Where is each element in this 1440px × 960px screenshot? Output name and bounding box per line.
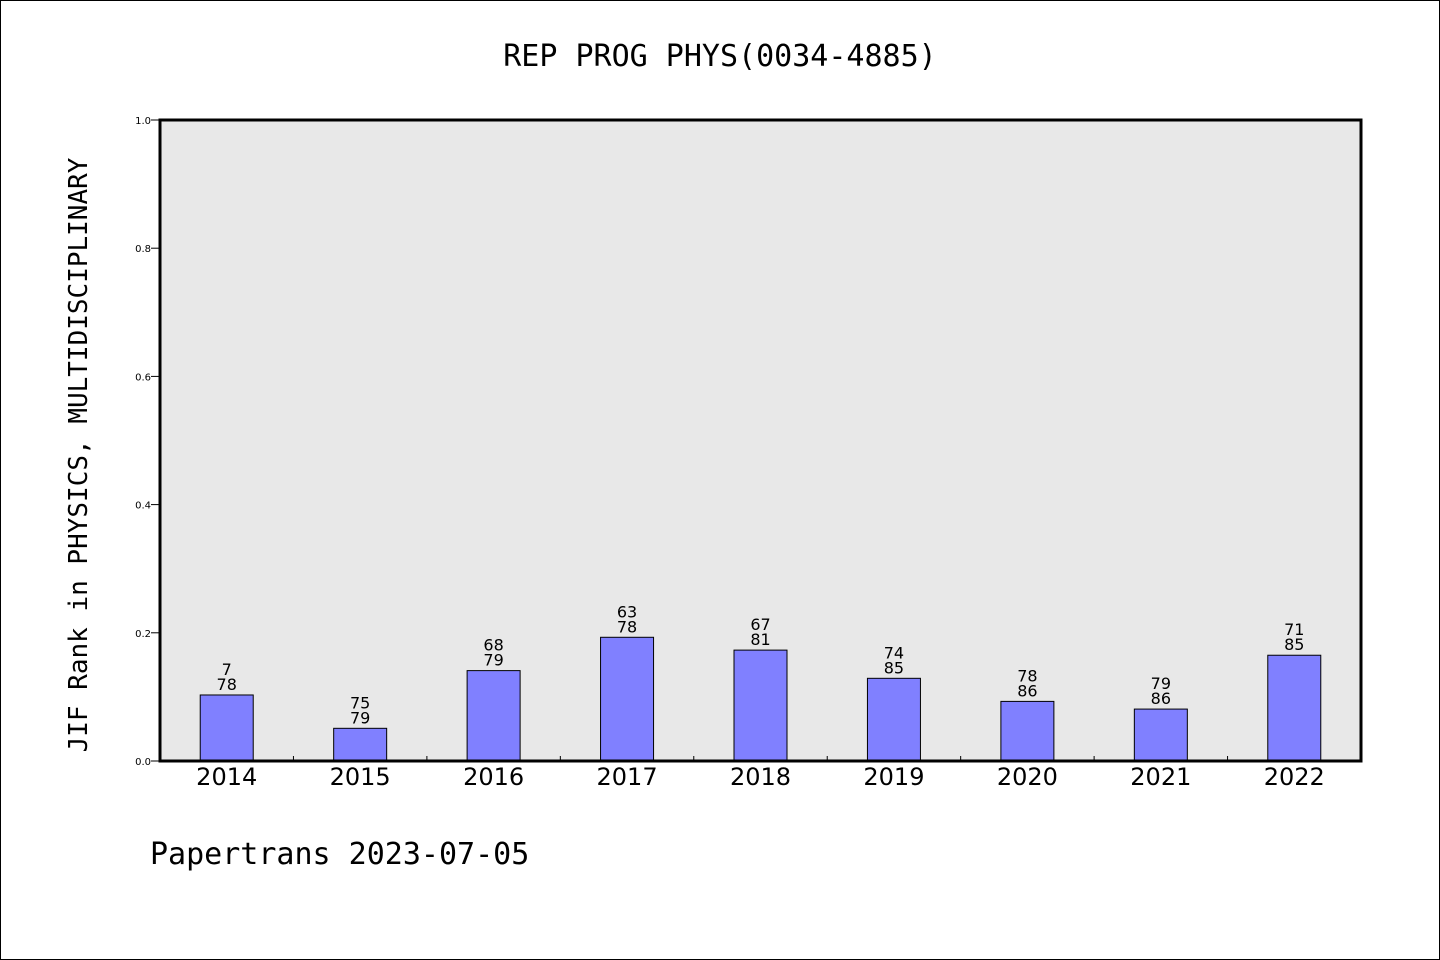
y-tick-label: 0.2 [135,629,151,640]
y-tick-label: 0.4 [135,501,151,512]
y-tick-label: 1.0 [135,116,151,127]
x-tick-label: 2021 [1130,763,1191,791]
data-label-total: 78 [217,675,237,694]
data-label-rank: 74 [884,643,904,662]
data-label-rank: 71 [1284,620,1304,639]
bar-2014 [199,694,254,762]
data-label-total: 81 [750,630,770,649]
data-label-rank: 78 [1017,666,1037,685]
x-tick-label: 2015 [330,763,391,791]
data-label-total: 78 [617,617,637,636]
bar-2021 [1133,708,1188,762]
data-label-total: 85 [884,658,904,677]
x-tick-label: 2020 [997,763,1058,791]
data-label-total: 86 [1151,689,1171,708]
x-tick-label: 2018 [730,763,791,791]
data-label-total: 79 [483,651,503,670]
y-axis: 0.0 0.2 0.4 0.6 0.8 1.0 [135,116,160,768]
bar-2019 [866,677,921,762]
data-label-rank: 63 [617,602,637,621]
bar-2022 [1267,654,1322,762]
data-label-rank: 75 [350,693,370,712]
data-label-total: 85 [1284,635,1304,654]
bar-2015 [333,727,388,762]
y-tick-label: 0.0 [135,757,151,768]
y-axis-label: JIF Rank in PHYSICS, MULTIDISCIPLINARY [64,157,94,752]
y-tick-label: 0.6 [135,372,151,383]
x-tick-label: 2016 [463,763,524,791]
footer-credit: Papertrans 2023-07-05 [150,837,529,872]
x-tick-label: 2022 [1264,763,1325,791]
y-tick-label: 0.8 [135,244,151,255]
data-label-rank: 7 [222,660,232,679]
x-tick-label: 2019 [863,763,924,791]
plot-border [158,118,1363,763]
data-label-rank: 79 [1151,674,1171,693]
bar-2016 [466,670,521,762]
data-label-rank: 67 [750,615,770,634]
chart-title: REP PROG PHYS(0034-4885) [503,39,936,74]
bar-2017 [600,636,655,762]
x-tick-label: 2017 [597,763,658,791]
x-axis: 2014 2015 2016 2017 2018 2019 2020 2021 2022 [196,756,1325,791]
bar-2020 [1000,700,1055,762]
bars-group [199,636,1322,762]
bar-2018 [733,649,788,762]
data-label-total: 86 [1017,681,1037,700]
x-tick-label: 2014 [196,763,257,791]
data-label-rank: 68 [483,636,503,655]
data-label-total: 79 [350,708,370,727]
